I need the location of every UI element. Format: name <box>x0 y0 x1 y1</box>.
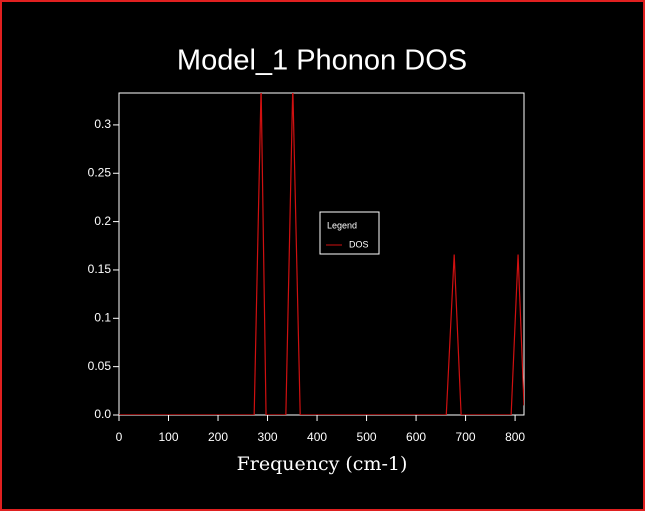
x-tick-label: 800 <box>505 430 525 444</box>
x-tick-label: 200 <box>208 430 228 444</box>
y-tick-label: 0.3 <box>94 117 111 131</box>
chart-title: Model_1 Phonon DOS <box>177 45 467 77</box>
legend-box <box>319 211 380 255</box>
x-axis-label: Frequency (cm-1) <box>237 453 408 475</box>
x-tick-label: 0 <box>116 430 123 444</box>
legend: Legend DOS <box>319 211 380 255</box>
y-tick-label: 0.1 <box>94 310 111 324</box>
legend-entry: DOS <box>349 239 369 249</box>
x-tick-label: 400 <box>307 430 327 444</box>
x-tick-label: 600 <box>406 430 426 444</box>
x-tick-label: 500 <box>357 430 377 444</box>
y-tick-label: 0.05 <box>88 359 112 373</box>
x-tick-label: 300 <box>258 430 278 444</box>
x-tick-label: 100 <box>158 430 178 444</box>
y-tick-label: 0.25 <box>88 165 112 179</box>
y-tick-label: 0.2 <box>94 214 111 228</box>
y-tick-label: 0.0 <box>94 407 111 421</box>
legend-title: Legend <box>327 220 357 230</box>
y-tick-label: 0.15 <box>88 262 112 276</box>
x-tick-label: 700 <box>456 430 476 444</box>
